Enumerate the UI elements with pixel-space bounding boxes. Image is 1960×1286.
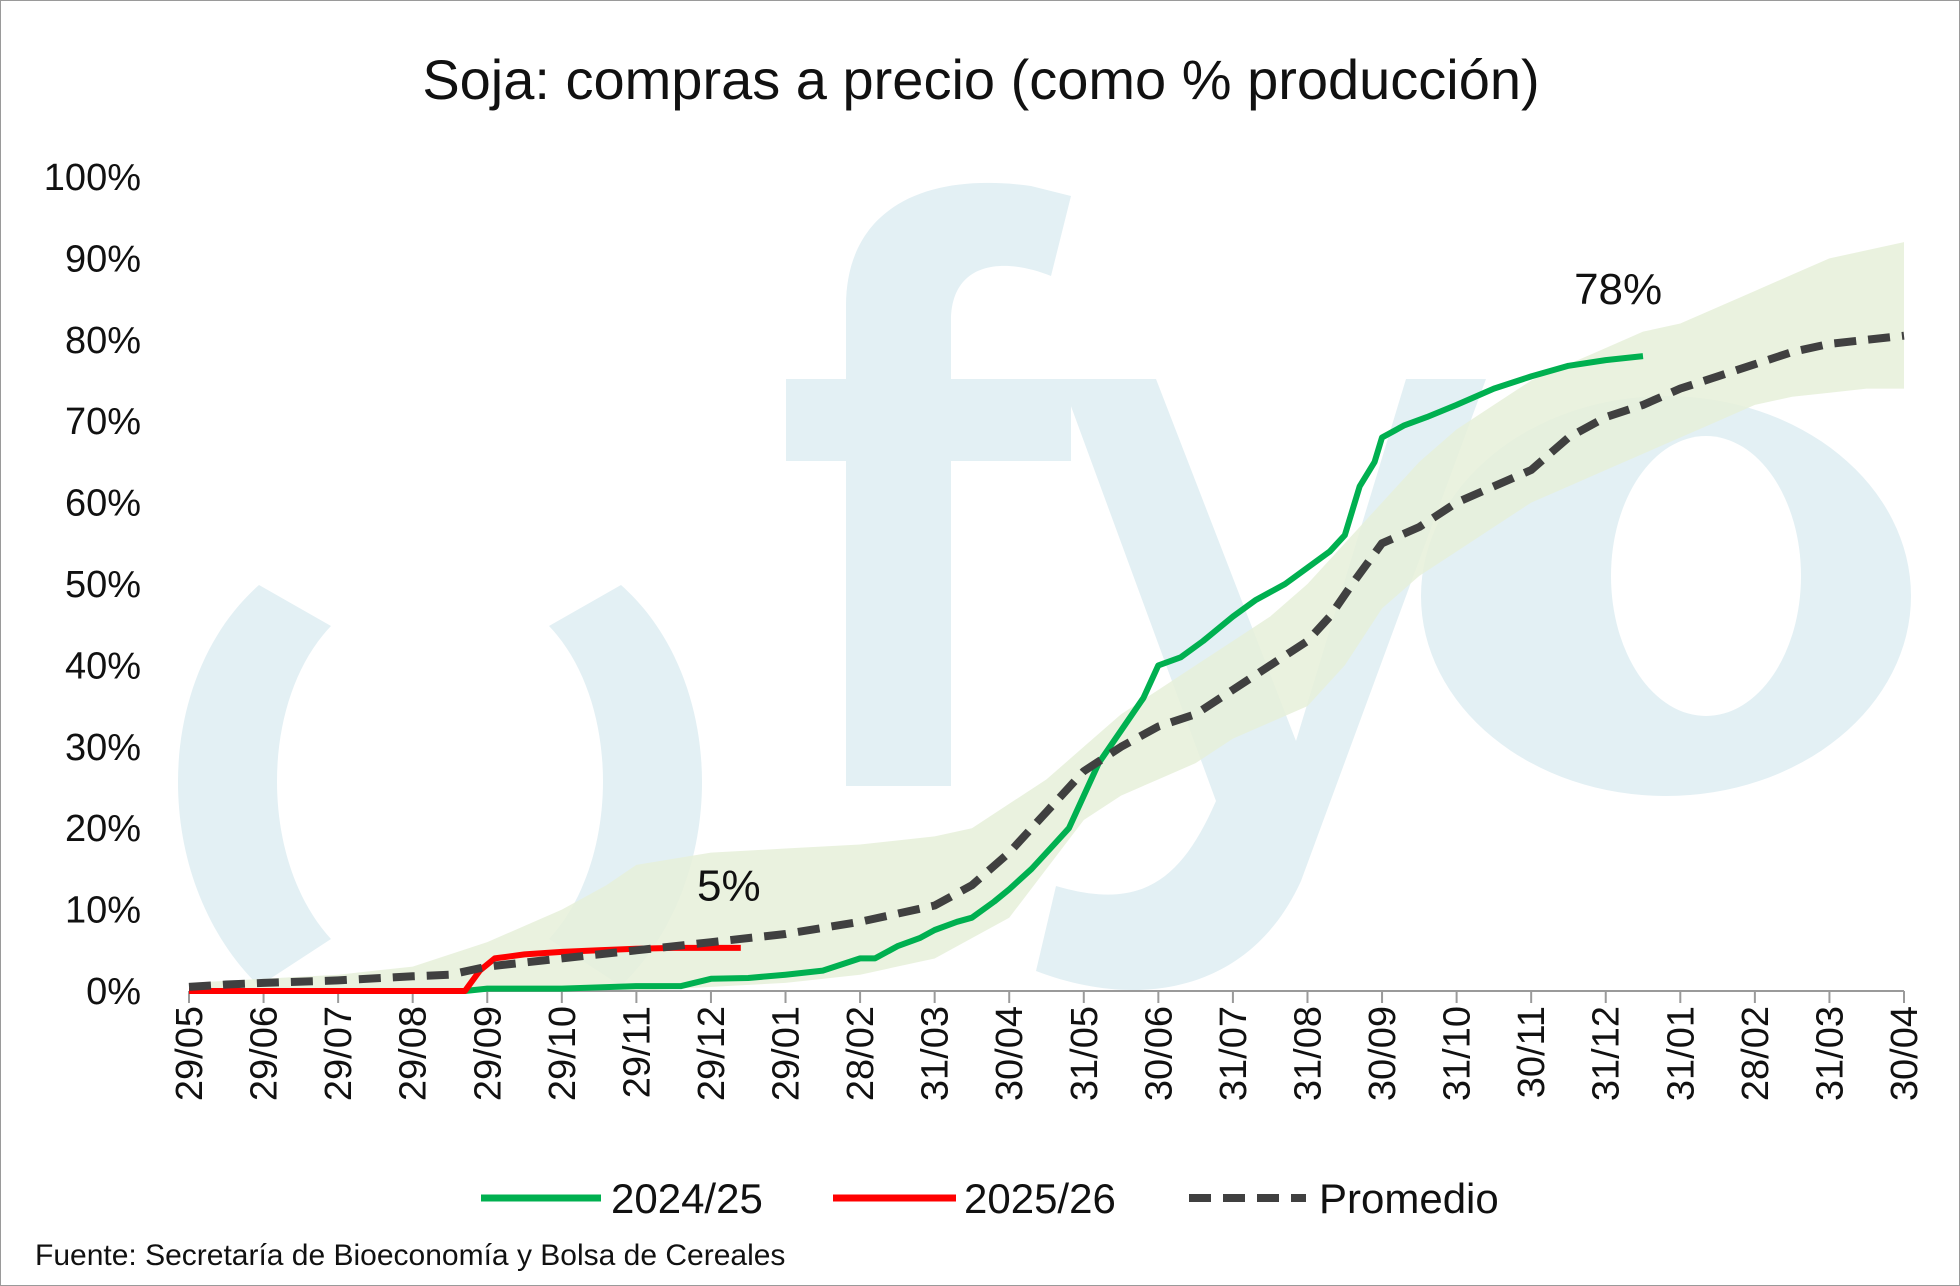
y-tick-label: 90% (65, 238, 141, 280)
x-tick-label: 28/02 (1735, 1006, 1777, 1101)
legend-label: Promedio (1319, 1175, 1499, 1222)
watermark-f (846, 182, 1071, 786)
data-label: 78% (1574, 265, 1662, 314)
y-tick-label: 70% (65, 401, 141, 443)
x-tick-label: 29/09 (467, 1006, 509, 1101)
x-tick-label: 29/11 (616, 1006, 658, 1098)
watermark-left-arc (178, 585, 331, 986)
y-tick-label: 20% (65, 808, 141, 850)
legend-item: 2025/26 (833, 1175, 1116, 1222)
x-tick-label: 29/07 (318, 1006, 360, 1101)
y-tick-label: 60% (65, 483, 141, 525)
y-tick-label: 30% (65, 727, 141, 769)
x-tick-label: 31/07 (1213, 1006, 1255, 1101)
x-tick-label: 29/05 (169, 1006, 211, 1101)
x-tick-label: 31/01 (1660, 1006, 1702, 1101)
series-line-promedio (188, 331, 1905, 991)
y-tick-label: 0% (86, 971, 141, 1013)
legend-label: 2024/25 (611, 1175, 763, 1222)
y-tick-label: 10% (65, 890, 141, 932)
y-tick-label: 40% (65, 645, 141, 687)
x-tick-label: 29/08 (393, 1006, 435, 1101)
y-tick-label: 80% (65, 320, 141, 362)
x-tick-label: 31/12 (1586, 1006, 1628, 1101)
x-tick-label: 29/12 (691, 1006, 733, 1101)
x-tick-label: 30/04 (989, 1006, 1031, 1101)
source-note: Fuente: Secretaría de Bioeconomía y Bols… (35, 1239, 785, 1272)
data-label: 5% (697, 861, 761, 910)
x-tick-label: 29/10 (542, 1006, 584, 1101)
x-tick-label: 29/06 (244, 1006, 286, 1101)
legend: 2024/25 2025/26 Promedio (481, 1175, 1499, 1222)
x-tick-label: 29/01 (766, 1006, 808, 1101)
plot-area: 0% 10% 20% 30% 40% 50% 60% 70% 80% 90% 100% 29/05 29… (44, 157, 1926, 1101)
watermark-o-inner (1611, 436, 1801, 716)
series-line-2024-25 (189, 353, 1644, 994)
chart-title: Soja: compras a precio (como % producció… (422, 48, 1539, 111)
x-tick-label: 30/06 (1138, 1006, 1180, 1101)
x-tick-label: 28/02 (840, 1006, 882, 1101)
x-tick-label: 31/05 (1064, 1006, 1106, 1101)
x-tick-label: 30/09 (1362, 1006, 1404, 1101)
y-tick-label: 50% (65, 564, 141, 606)
x-tick-label: 30/11 (1511, 1006, 1553, 1098)
legend-item: Promedio (1189, 1175, 1499, 1222)
x-tick-label: 31/10 (1437, 1006, 1479, 1101)
x-tick-label: 30/04 (1884, 1006, 1926, 1101)
watermark-f-crossbar (786, 379, 961, 461)
y-tick-label: 100% (44, 157, 141, 199)
range-band (189, 242, 1904, 991)
legend-label: 2025/26 (964, 1175, 1116, 1222)
legend-item: 2024/25 (481, 1175, 763, 1222)
x-tick-label: 31/03 (915, 1006, 957, 1101)
x-tick-label: 31/03 (1809, 1006, 1851, 1101)
x-tick-label: 31/08 (1287, 1006, 1329, 1101)
